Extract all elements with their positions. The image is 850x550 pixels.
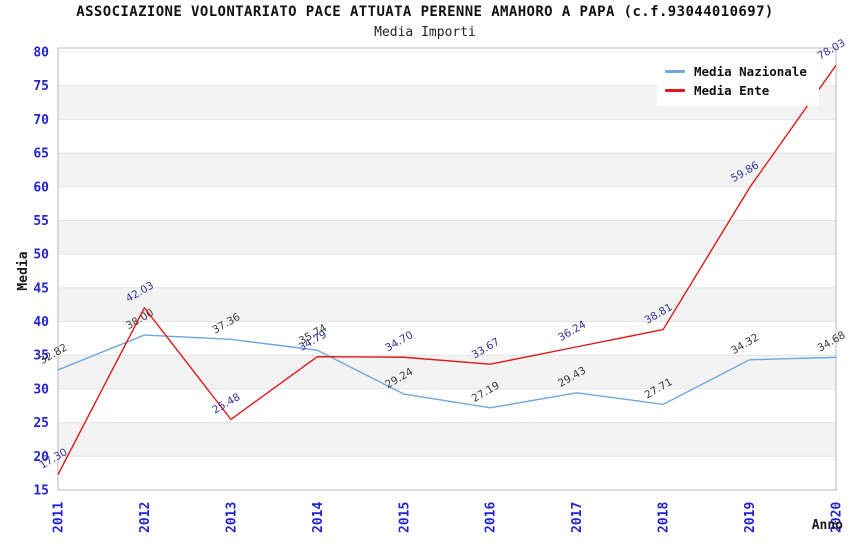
y-tick-label: 45 [33, 281, 49, 296]
y-axis-title: Media [16, 251, 31, 290]
y-tick-label: 25 [33, 416, 49, 431]
y-tick-label: 35 [33, 349, 49, 364]
chart-subtitle: Media Importi [374, 25, 476, 40]
y-tick-label: 60 [33, 180, 49, 195]
series-line-media-nazionale [57, 334, 837, 409]
x-tick-label: 2020 [830, 502, 845, 533]
x-tick-label: 2012 [138, 502, 153, 533]
legend: Media Nazionale Media Ente [657, 57, 819, 106]
legend-label-media-nazionale: Media Nazionale [694, 64, 807, 79]
x-tick-label: 2011 [52, 502, 67, 533]
plot-band [58, 287, 836, 322]
x-tick-label: 2017 [570, 502, 585, 533]
series-line-media-ente [57, 64, 837, 475]
point-label: 34.70 [383, 329, 415, 354]
x-tick-label: 2016 [484, 502, 499, 533]
legend-swatch-red-line-icon [665, 89, 685, 92]
y-tick-label: 65 [33, 147, 49, 162]
y-tick-label: 15 [33, 484, 49, 499]
point-label: 34.32 [729, 332, 761, 357]
plot-border [57, 47, 837, 491]
y-tick-label: 30 [33, 382, 49, 397]
x-tick-label: 2018 [657, 502, 672, 533]
y-tick-label: 75 [33, 79, 49, 94]
plot-band [58, 422, 836, 457]
legend-item-media-ente: Media Ente [665, 81, 807, 100]
legend-item-media-nazionale: Media Nazionale [665, 62, 807, 81]
x-axis-title: Anno [812, 518, 843, 533]
point-label: 34.68 [815, 329, 847, 354]
point-label: 36.24 [556, 318, 588, 344]
point-label: 78.03 [815, 37, 847, 62]
plot-band [58, 220, 836, 255]
x-tick-label: 2014 [311, 502, 326, 533]
y-tick-label: 40 [33, 315, 49, 330]
x-tick-label: 2015 [397, 502, 412, 533]
x-tick-label: 2019 [743, 502, 758, 533]
legend-label-media-ente: Media Ente [694, 83, 770, 98]
y-tick-label: 20 [33, 450, 49, 465]
plot-band [58, 153, 836, 187]
chart-title: ASSOCIAZIONE VOLONTARIATO PACE ATTUATA P… [76, 4, 774, 20]
y-tick-label: 80 [33, 46, 49, 61]
y-tick-label: 70 [33, 113, 49, 128]
legend-swatch-blue-line-icon [665, 70, 685, 73]
x-tick-label: 2013 [224, 502, 239, 533]
y-tick-label: 55 [33, 214, 49, 229]
y-tick-label: 50 [33, 248, 49, 263]
